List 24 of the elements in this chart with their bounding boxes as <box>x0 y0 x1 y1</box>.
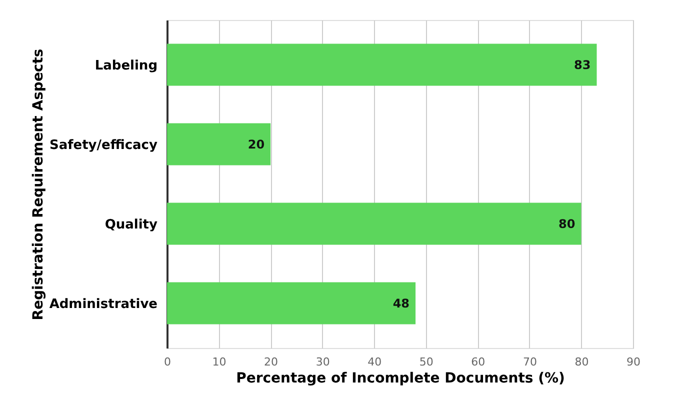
y-tick-label: Quality <box>104 217 158 232</box>
x-tick-label: 30 <box>316 356 330 368</box>
data-label: 48 <box>392 296 410 310</box>
x-tick-label: 20 <box>264 356 278 368</box>
x-tick-label: 10 <box>212 356 226 368</box>
y-tick-label: Safety/efficacy <box>49 138 158 153</box>
x-tick-label: 40 <box>368 356 382 368</box>
y-tick-label: Administrative <box>49 296 158 312</box>
data-label: 20 <box>248 137 265 152</box>
x-tick-label: 80 <box>574 356 589 368</box>
y-tick-label: Labeling <box>94 58 158 74</box>
y-axis-title: Registration Requirement Aspects <box>30 48 46 320</box>
x-tick-label: 60 <box>471 356 486 368</box>
x-tick-label: 50 <box>419 356 434 368</box>
bar <box>167 282 416 324</box>
bar <box>167 123 271 166</box>
x-tick-label: 0 <box>164 356 171 368</box>
data-label: 80 <box>558 216 576 231</box>
x-axis-title: Percentage of Incomplete Documents (%) <box>236 370 565 386</box>
x-tick-label: 70 <box>522 356 537 368</box>
bar <box>167 44 597 86</box>
x-tick-label: 90 <box>626 356 640 368</box>
bar <box>167 202 582 245</box>
data-label: 83 <box>574 58 591 72</box>
